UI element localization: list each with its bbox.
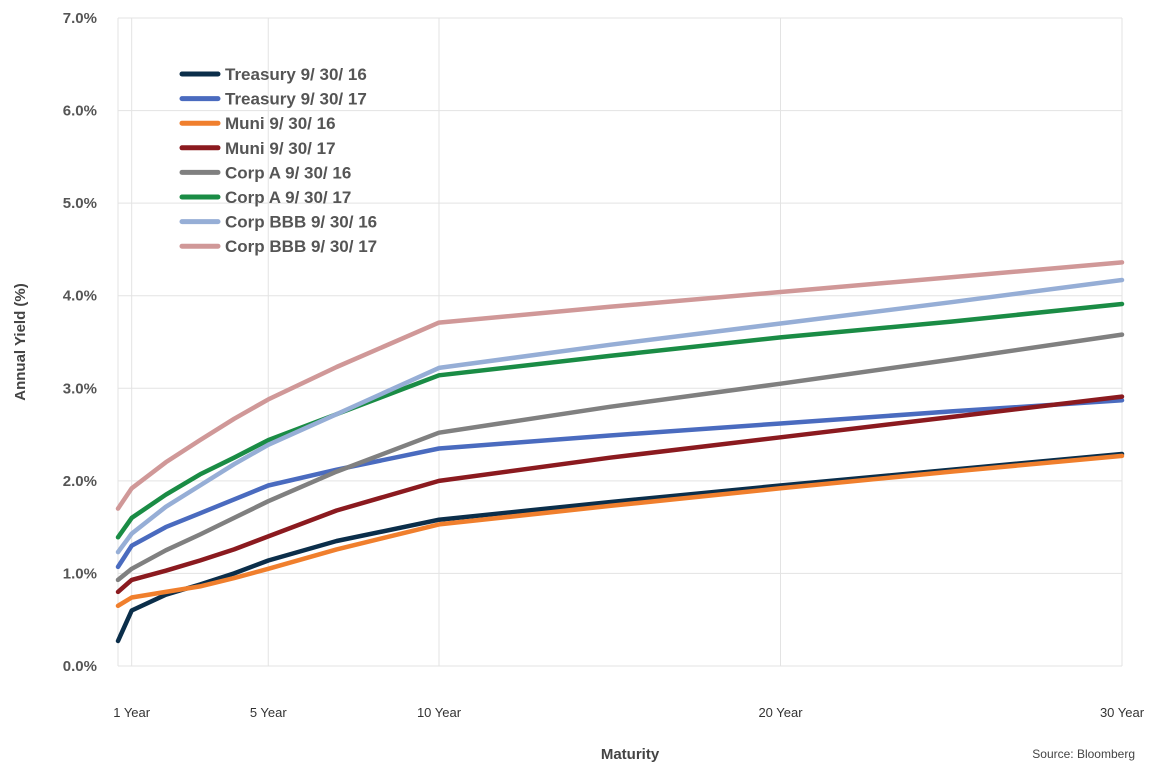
series-line-4 xyxy=(115,332,1125,583)
series-line-7 xyxy=(115,260,1125,511)
legend: Treasury 9/ 30/ 16 Treasury 9/ 30/ 17 Muni… xyxy=(179,65,377,256)
y-tick-label: 0.0% xyxy=(63,658,97,675)
y-tick-label: 5.0% xyxy=(63,195,97,212)
x-axis-title: Maturity xyxy=(601,746,660,763)
x-axis-tick-labels: 1 Year 5 Year 10 Year 20 Year 30 Year xyxy=(113,705,1144,720)
y-tick-label: 1.0% xyxy=(63,565,97,582)
y-tick-label: 6.0% xyxy=(63,103,97,120)
y-axis-tick-labels: 0.0% 1.0% 2.0% 3.0% 4.0% 5.0% 6.0% 7.0% xyxy=(63,10,97,675)
y-tick-label: 4.0% xyxy=(63,288,97,305)
legend-label: Corp BBB 9/ 30/ 17 xyxy=(225,237,377,256)
series-line-6 xyxy=(115,277,1125,555)
series-lines xyxy=(115,260,1125,644)
legend-label: Treasury 9/ 30/ 17 xyxy=(225,90,367,109)
x-tick-label: 1 Year xyxy=(113,705,151,720)
y-tick-label: 3.0% xyxy=(63,380,97,397)
y-tick-label: 7.0% xyxy=(63,10,97,27)
series-line-3 xyxy=(115,394,1125,595)
y-axis-title: Annual Yield (%) xyxy=(12,283,29,401)
series-line-1 xyxy=(115,398,1125,570)
y-tick-label: 2.0% xyxy=(63,473,97,490)
x-tick-label: 10 Year xyxy=(417,705,462,720)
legend-label: Corp BBB 9/ 30/ 16 xyxy=(225,213,377,232)
x-tick-label: 5 Year xyxy=(250,705,288,720)
legend-label: Muni 9/ 30/ 17 xyxy=(225,139,336,158)
x-tick-label: 20 Year xyxy=(758,705,803,720)
series-line-2 xyxy=(115,453,1125,609)
legend-label: Muni 9/ 30/ 16 xyxy=(225,114,336,133)
legend-label: Treasury 9/ 30/ 16 xyxy=(225,65,367,84)
source-note: Source: Bloomberg xyxy=(1032,747,1135,761)
legend-label: Corp A 9/ 30/ 16 xyxy=(225,163,351,182)
x-tick-label: 30 Year xyxy=(1100,705,1145,720)
series-line-0 xyxy=(115,451,1125,644)
legend-label: Corp A 9/ 30/ 17 xyxy=(225,188,351,207)
grid-lines xyxy=(117,17,1123,667)
